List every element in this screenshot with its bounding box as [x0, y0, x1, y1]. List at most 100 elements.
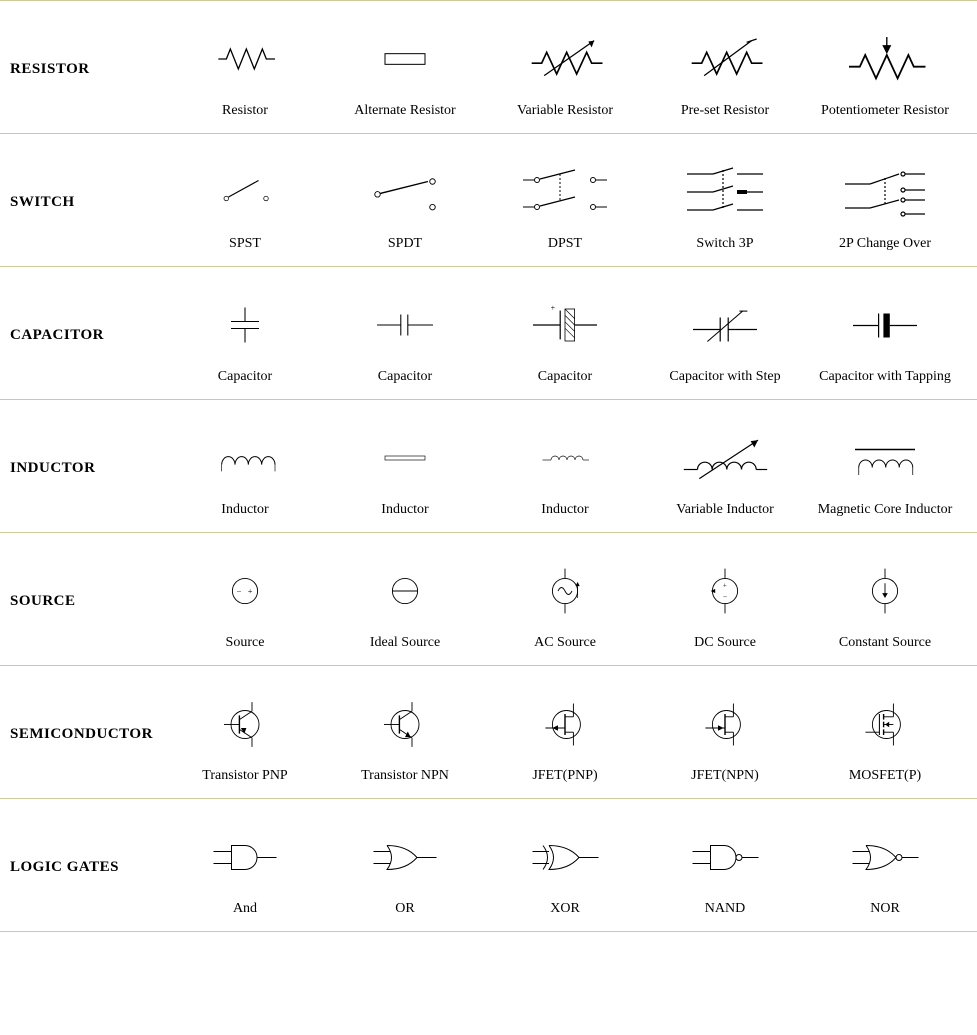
symbol-cell: JFET(PNP): [485, 684, 645, 784]
symbol-label: And: [165, 901, 325, 917]
symbol-label: NAND: [645, 901, 805, 917]
symbol-label: Transistor NPN: [325, 768, 485, 784]
symbol-label: XOR: [485, 901, 645, 917]
category-label: SEMICONDUCTOR: [10, 726, 165, 743]
symbol-cell: Switch 3P: [645, 152, 805, 252]
symbol-cell: Inductor: [325, 418, 485, 518]
symbol-label: AC Source: [485, 635, 645, 651]
symbol-cell: XOR: [485, 817, 645, 917]
row-semiconductor: SEMICONDUCTOR Transistor PNPTransistor NP…: [0, 666, 977, 799]
symbol-icon: [645, 684, 805, 764]
category-label: LOGIC GATES: [10, 859, 165, 876]
row-logic-gates: LOGIC GATESAndORXORNANDNOR: [0, 799, 977, 932]
symbol-label: Resistor: [165, 103, 325, 119]
symbol-cell: NAND: [645, 817, 805, 917]
symbol-cell: JFET(NPN): [645, 684, 805, 784]
category-label: SOURCE: [10, 593, 165, 610]
symbol-icon: [485, 418, 645, 498]
symbol-label: Constant Source: [805, 635, 965, 651]
symbol-icon: −+: [165, 551, 325, 631]
symbol-cell: Variable Resistor: [485, 19, 645, 119]
symbol-label: 2P Change Over: [805, 236, 965, 252]
symbol-label: Inductor: [165, 502, 325, 518]
symbol-label: Alternate Resistor: [325, 103, 485, 119]
symbol-cell: And: [165, 817, 325, 917]
symbol-icon: +−: [645, 551, 805, 631]
symbol-icon: [645, 152, 805, 232]
symbol-icon: [165, 418, 325, 498]
symbol-icon: [165, 19, 325, 99]
symbol-icon: [165, 684, 325, 764]
row-resistor: RESISTORResistorAlternate ResistorVariab…: [0, 0, 977, 134]
symbol-label: JFET(PNP): [485, 768, 645, 784]
symbol-cell: Alternate Resistor: [325, 19, 485, 119]
symbol-label: MOSFET(P): [805, 768, 965, 784]
cells: AndORXORNANDNOR: [165, 817, 967, 917]
category-label: RESISTOR: [10, 61, 165, 78]
symbol-label: Variable Resistor: [485, 103, 645, 119]
svg-text:+: +: [248, 587, 253, 596]
symbol-cell: Capacitor with Tapping: [805, 285, 965, 385]
symbol-icon: [805, 551, 965, 631]
symbol-cell: Pre-set Resistor: [645, 19, 805, 119]
symbol-label: Variable Inductor: [645, 502, 805, 518]
symbol-cell: SPDT: [325, 152, 485, 252]
symbol-icon: [325, 418, 485, 498]
symbol-icon: [805, 817, 965, 897]
symbol-cell: OR: [325, 817, 485, 917]
symbol-icon: [485, 551, 645, 631]
symbol-cell: Ideal Source: [325, 551, 485, 651]
symbol-cell: NOR: [805, 817, 965, 917]
symbol-cell: Transistor NPN: [325, 684, 485, 784]
cells: ResistorAlternate ResistorVariable Resis…: [165, 19, 967, 119]
category-label: SWITCH: [10, 194, 165, 211]
symbol-icon: [645, 817, 805, 897]
symbol-icon: [485, 19, 645, 99]
symbol-icon: [325, 684, 485, 764]
symbol-cell: +−DC Source: [645, 551, 805, 651]
svg-text:−: −: [237, 587, 242, 596]
symbol-icon: +: [485, 285, 645, 365]
category-label: CAPACITOR: [10, 327, 165, 344]
cells: InductorInductorInductorVariable Inducto…: [165, 418, 967, 518]
symbol-cell: −+Source: [165, 551, 325, 651]
symbol-icon: [325, 817, 485, 897]
symbol-label: Pre-set Resistor: [645, 103, 805, 119]
category-label: INDUCTOR: [10, 460, 165, 477]
symbol-cell: Capacitor: [165, 285, 325, 385]
symbol-icon: [645, 418, 805, 498]
symbol-cell: DPST: [485, 152, 645, 252]
cells: SPSTSPDTDPSTSwitch 3P2P Change Over: [165, 152, 967, 252]
symbol-icon: [645, 285, 805, 365]
row-switch: SWITCHSPSTSPDTDPSTSwitch 3P2P Change Ove…: [0, 134, 977, 267]
symbol-cell: Transistor PNP: [165, 684, 325, 784]
symbol-icon: [805, 152, 965, 232]
symbol-cell: AC Source: [485, 551, 645, 651]
symbol-cell: Inductor: [485, 418, 645, 518]
symbol-cell: Resistor: [165, 19, 325, 119]
symbol-icon: [165, 817, 325, 897]
symbol-label: Capacitor with Step: [645, 369, 805, 385]
symbol-label: Inductor: [485, 502, 645, 518]
cells: −+SourceIdeal SourceAC Source+−DC Source…: [165, 551, 967, 651]
symbol-cell: Constant Source: [805, 551, 965, 651]
row-inductor: INDUCTORInductorInductorInductorVariable…: [0, 400, 977, 533]
symbol-label: JFET(NPN): [645, 768, 805, 784]
symbol-cell: Capacitor with Step: [645, 285, 805, 385]
symbol-icon: [325, 551, 485, 631]
symbol-icon: [165, 152, 325, 232]
symbol-icon: [325, 152, 485, 232]
symbol-label: SPDT: [325, 236, 485, 252]
symbol-label: OR: [325, 901, 485, 917]
row-source: SOURCE−+SourceIdeal SourceAC Source+−DC …: [0, 533, 977, 666]
svg-text:+: +: [551, 304, 556, 313]
symbol-cell: Capacitor: [325, 285, 485, 385]
symbol-label: Transistor PNP: [165, 768, 325, 784]
svg-text:−: −: [723, 592, 727, 601]
symbol-label: Potentiometer Resistor: [805, 103, 965, 119]
symbol-icon: [805, 285, 965, 365]
symbol-icon: [805, 19, 965, 99]
symbol-label: Inductor: [325, 502, 485, 518]
symbol-label: Ideal Source: [325, 635, 485, 651]
symbol-icon: [325, 19, 485, 99]
